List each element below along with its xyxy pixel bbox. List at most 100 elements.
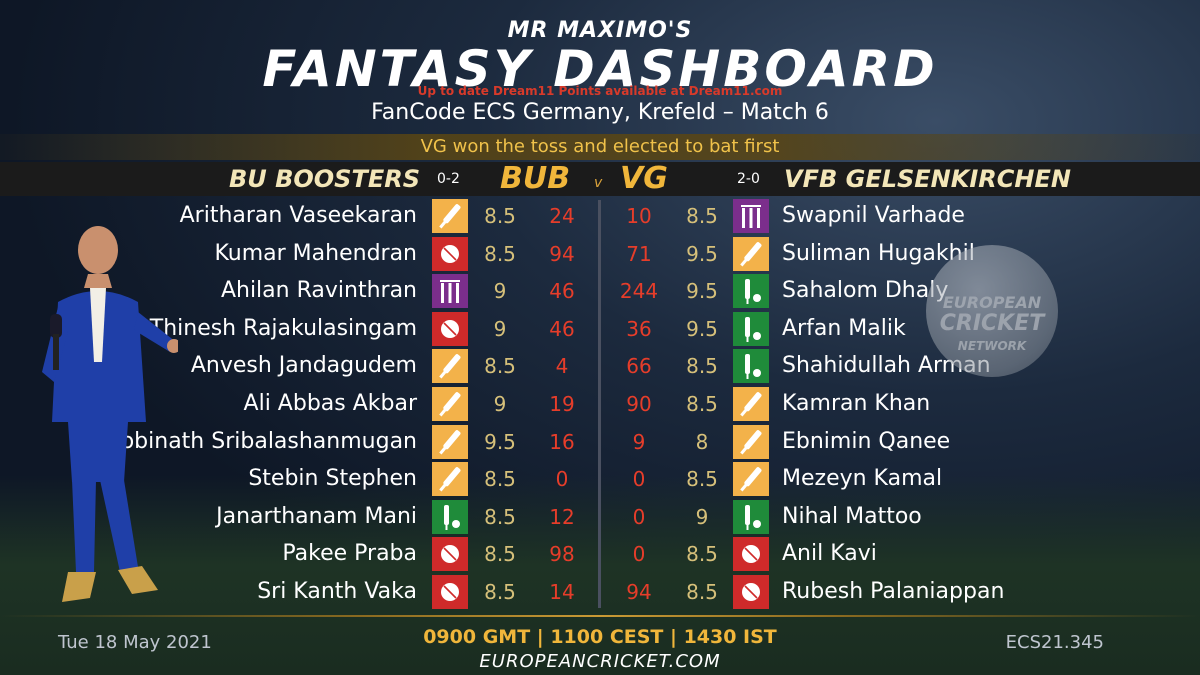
right-player-role-bat-icon — [733, 236, 769, 271]
right-player-role-ar-icon — [733, 274, 769, 309]
right-player-credit: 9.5 — [686, 316, 718, 341]
left-player-name: Ahilan Ravinthran — [220, 278, 417, 304]
right-player-name: Nihal Mattoo — [782, 503, 922, 529]
right-player-credit: 8.5 — [686, 204, 718, 228]
right-player-role-ar-icon — [733, 499, 769, 534]
right-player-credit: 8.5 — [686, 467, 718, 492]
right-player-name: Arfan Malik — [782, 315, 906, 341]
logo-line-3: NETWORK — [957, 339, 1027, 353]
player-row: Sri Kanth Vaka 8.5 14 94 8.5 Rubesh Palaniapp… — [0, 574, 1200, 610]
left-player-points: 46 — [549, 279, 575, 304]
right-player-credit: 9 — [695, 504, 709, 529]
right-player-credit: 8.5 — [686, 392, 718, 416]
right-team-name: VFB GELSENKIRCHEN — [784, 165, 1071, 193]
left-player-name: Stebin Stephen — [248, 466, 417, 492]
left-player-points: 4 — [555, 354, 569, 379]
right-player-name: Anil Kavi — [782, 541, 877, 567]
website-link[interactable]: EUROPEANCRICKET.COM — [479, 651, 721, 672]
left-player-name: Pakee Praba — [282, 541, 417, 567]
right-player-name: Ebnimin Qanee — [782, 428, 951, 454]
left-player-name: Thinesh Rajakulasingam — [149, 315, 417, 341]
player-row: Pakee Praba 8.5 98 0 8.5 Anil Kavi — [0, 536, 1200, 572]
left-player-name: Anvesh Jandagudem — [190, 353, 417, 379]
right-player-credit: 9.5 — [686, 279, 718, 304]
left-player-name: Ali Abbas Akbar — [243, 391, 417, 416]
left-player-points: 14 — [549, 580, 575, 604]
right-player-role-bowl-icon — [733, 537, 769, 572]
left-player-credit: 9.5 — [484, 429, 516, 454]
right-player-name: Sahalom Dhaly — [782, 278, 949, 304]
toss-bar: VG won the toss and elected to bat first — [0, 134, 1200, 160]
left-player-role-bowl-icon — [432, 575, 468, 609]
toss-result: VG won the toss and elected to bat first — [420, 136, 780, 157]
left-player-points: 46 — [549, 316, 575, 341]
left-player-credit: 8.5 — [484, 241, 516, 266]
left-player-points: 94 — [549, 241, 575, 266]
match-title: FanCode ECS Germany, Krefeld – Match 6 — [371, 100, 829, 125]
left-player-role-bat-icon — [432, 462, 468, 497]
right-player-name: Swapnil Varhade — [782, 203, 965, 228]
right-player-name: Suliman Hugakhil — [782, 240, 975, 266]
right-player-name: Rubesh Palaniappan — [782, 579, 1005, 604]
logo-line-2: CRICKET — [939, 311, 1045, 336]
right-player-credit: 8.5 — [686, 542, 718, 567]
left-player-credit: 8.5 — [484, 467, 516, 492]
left-player-role-bowl-icon — [432, 537, 468, 572]
left-player-role-ar-icon — [432, 499, 468, 534]
left-player-role-bat-icon — [432, 349, 468, 384]
right-player-points: 36 — [626, 316, 652, 341]
footer-divider — [0, 615, 1200, 617]
right-player-name: Mezeyn Kamal — [782, 466, 943, 492]
left-player-role-bowl-icon — [432, 311, 468, 346]
player-row: Ahilan Ravinthran 9 46 244 9.5 Sahalom Dhaly — [0, 273, 1200, 309]
right-player-credit: 8 — [695, 429, 709, 454]
left-player-credit: 9 — [493, 392, 507, 416]
right-player-credit: 8.5 — [686, 354, 718, 379]
match-times: 0900 GMT | 1100 CEST | 1430 IST — [423, 626, 777, 648]
right-player-points: 10 — [626, 204, 652, 228]
logo-line-1: EUROPEAN — [942, 293, 1042, 312]
left-player-points: 0 — [555, 467, 569, 492]
center-divider — [598, 200, 601, 608]
match-code: ECS21.345 — [1005, 632, 1104, 653]
player-row: Janarthanam Mani 8.5 12 0 9 Nihal Mattoo — [0, 499, 1200, 535]
left-player-role-bat-icon — [432, 424, 468, 459]
left-player-credit: 8.5 — [484, 504, 516, 529]
right-player-role-bat-icon — [733, 462, 769, 497]
right-player-credit: 8.5 — [686, 580, 718, 604]
left-player-role-bat-icon — [432, 199, 468, 233]
left-player-credit: 9 — [493, 279, 507, 304]
player-row: Thinesh Rajakulasingam 9 46 36 9.5 Arfan Mali… — [0, 311, 1200, 347]
match-date: Tue 18 May 2021 — [58, 632, 212, 653]
right-team-record: 2-0 — [737, 171, 760, 187]
player-row: Kumar Mahendran 8.5 94 71 9.5 Suliman Hugakhi… — [0, 236, 1200, 272]
left-player-name: Gobinath Sribalashanmugan — [103, 428, 417, 454]
left-player-credit: 9 — [493, 316, 507, 341]
right-player-points: 90 — [626, 392, 652, 416]
left-player-name: Kumar Mahendran — [214, 240, 417, 266]
right-player-role-bat-icon — [733, 387, 769, 421]
right-player-points: 0 — [632, 467, 646, 492]
player-row: Aritharan Vaseekaran 8.5 24 10 8.5 Swapnil Va… — [0, 198, 1200, 234]
right-team-code: VG — [620, 161, 668, 196]
left-player-points: 98 — [549, 542, 575, 567]
presenter-image — [42, 226, 178, 602]
right-player-points: 71 — [626, 241, 652, 266]
right-player-points: 9 — [632, 429, 646, 454]
team-header-bar: BU BOOSTERS 0-2 BUB v VG 2-0 VFB GELSENK… — [0, 161, 1200, 196]
left-player-points: 12 — [549, 504, 575, 529]
left-player-role-bat-icon — [432, 387, 468, 421]
player-row: Ali Abbas Akbar 9 19 90 8.5 Kamran Khan — [0, 386, 1200, 422]
right-player-credit: 9.5 — [686, 241, 718, 266]
left-player-points: 16 — [549, 429, 575, 454]
left-player-role-bowl-icon — [432, 236, 468, 271]
left-team-code: BUB — [500, 161, 571, 196]
left-team-name: BU BOOSTERS — [228, 165, 420, 193]
right-player-points: 94 — [626, 580, 652, 604]
right-player-role-bat-icon — [733, 424, 769, 459]
subtitle: MR MAXIMO'S — [507, 18, 693, 43]
right-player-role-bowl-icon — [733, 575, 769, 609]
page-title: FANTASY DASHBOARD — [262, 40, 938, 98]
right-player-role-ar-icon — [733, 349, 769, 384]
left-player-credit: 8.5 — [484, 204, 516, 228]
